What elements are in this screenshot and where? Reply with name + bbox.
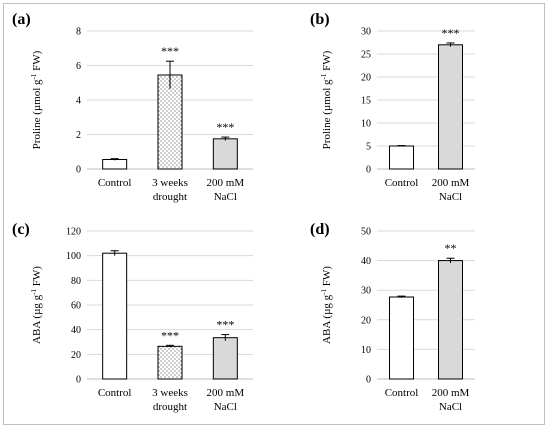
x-category-label: drought [153, 401, 187, 413]
significance-label: *** [442, 26, 460, 40]
bar [212, 138, 238, 170]
x-category-label: Control [385, 177, 419, 189]
y-axis-label: Proline (µmol g-1 FW) [30, 50, 43, 149]
y-tick-label: 8 [76, 27, 81, 38]
y-axis-label: ABA (µg g-1 FW) [320, 266, 333, 344]
y-tick-label: 40 [71, 325, 81, 336]
y-tick-label: 0 [366, 375, 371, 386]
y-tick-label: 30 [361, 286, 371, 297]
x-category-label: NaCl [439, 191, 462, 203]
y-tick-label: 20 [361, 315, 371, 326]
x-category-label: NaCl [439, 401, 462, 413]
y-tick-label: 20 [71, 350, 81, 361]
bar [438, 44, 463, 170]
significance-label: *** [161, 328, 179, 342]
y-tick-label: 60 [71, 301, 81, 312]
panel-label: (b) [310, 11, 330, 28]
x-category-label: 200 mM [432, 177, 470, 189]
x-category-label: Control [385, 387, 419, 399]
panel-label: (a) [12, 11, 31, 28]
y-tick-label: 6 [76, 61, 81, 72]
y-tick-label: 120 [66, 227, 81, 238]
x-category-label: NaCl [214, 401, 237, 413]
x-category-label: Control [98, 177, 132, 189]
significance-label: *** [216, 120, 234, 134]
bar [102, 159, 128, 170]
bar [212, 337, 238, 380]
x-category-label: 3 weeks [152, 177, 188, 189]
x-category-label: 200 mM [207, 387, 245, 399]
x-category-label: 200 mM [432, 387, 470, 399]
y-tick-label: 0 [76, 165, 81, 176]
chart-panel-1: (a) 0 2 4 6 8 Proline (µmol g-1 FW) Control *** 3… [12, 11, 253, 203]
y-tick-label: 5 [366, 142, 371, 153]
y-tick-label: 25 [361, 50, 371, 61]
chart-panel-2: (b) 0 5 10 15 20 25 30 Proline (µmol g-1 FW) Cont… [310, 11, 475, 203]
y-tick-label: 0 [76, 375, 81, 386]
y-tick-label: 4 [76, 96, 81, 107]
y-axis-label: ABA (µg g-1 FW) [30, 266, 43, 344]
bar [389, 296, 414, 380]
y-tick-label: 80 [71, 276, 81, 287]
x-category-label: 3 weeks [152, 387, 188, 399]
significance-label: *** [161, 44, 179, 58]
bar [102, 252, 128, 380]
x-category-label: NaCl [214, 191, 237, 203]
y-tick-label: 15 [361, 96, 371, 107]
y-tick-label: 10 [361, 119, 371, 130]
panel-label: (d) [310, 221, 330, 238]
x-category-label: drought [153, 191, 187, 203]
y-tick-label: 0 [366, 165, 371, 176]
y-tick-label: 50 [361, 227, 371, 238]
bar [438, 260, 463, 380]
panel-label: (c) [12, 221, 30, 238]
x-category-label: 200 mM [207, 177, 245, 189]
y-tick-label: 2 [76, 130, 81, 141]
bar [389, 145, 414, 170]
y-axis-label: Proline (µmol g-1 FW) [320, 50, 333, 149]
y-tick-label: 100 [66, 251, 81, 262]
y-tick-label: 30 [361, 27, 371, 38]
bar [157, 74, 183, 170]
chart-panel-3: (c) 0 20 40 60 80 100 120 ABA (µg g-1 FW) Control… [12, 221, 253, 413]
bar [157, 345, 183, 380]
y-tick-label: 40 [361, 256, 371, 267]
significance-label: *** [216, 318, 234, 332]
y-tick-label: 10 [361, 345, 371, 356]
y-tick-label: 20 [361, 73, 371, 84]
x-category-label: Control [98, 387, 132, 399]
significance-label: ** [445, 241, 457, 255]
chart-panel-4: (d) 0 10 20 30 40 50 ABA (µg g-1 FW) Control ** 20… [310, 221, 475, 413]
